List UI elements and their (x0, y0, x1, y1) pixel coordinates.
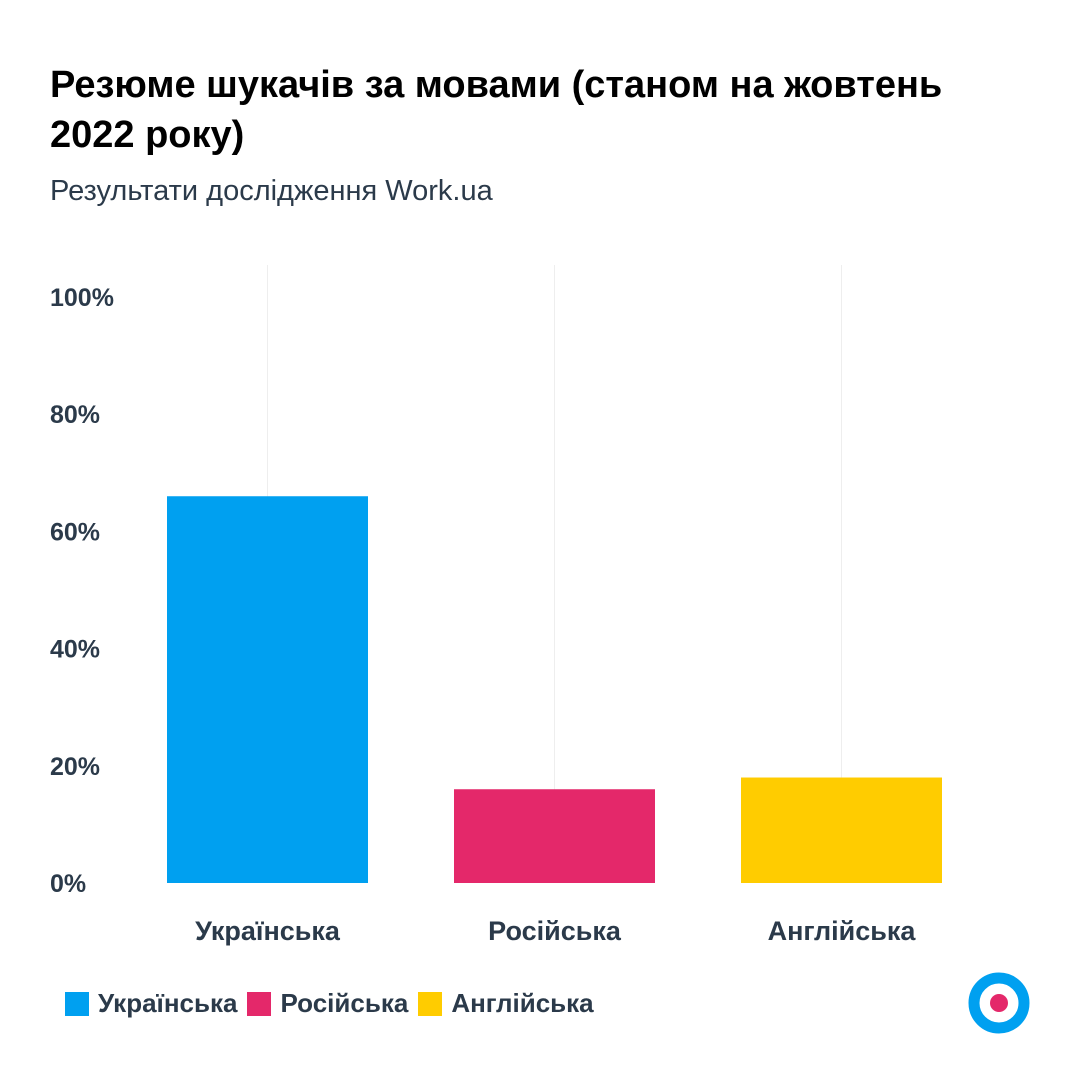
bar-0 (167, 496, 368, 883)
y-tick-label: 100% (50, 284, 114, 312)
legend-label-russian: Російська (280, 988, 409, 1018)
bar-2 (741, 777, 942, 883)
bar-chart: 0% 20% 40% 60% 80% 100% Українська Російська Ан… (50, 265, 942, 946)
work-ua-logo-icon (968, 972, 1030, 1034)
chart-title: Резюме шукачів за мовами (станом на жовт… (50, 64, 943, 156)
bar-1 (454, 789, 655, 883)
legend-item-ukrainian: Українська (65, 988, 237, 1019)
chart-subtitle: Результати дослідження Work.ua (50, 175, 493, 207)
y-axis-ticks: 0% 20% 40% 60% 80% 100% (50, 284, 114, 898)
y-tick-label: 0% (50, 870, 86, 898)
bars (167, 496, 942, 883)
y-tick-label: 80% (50, 401, 100, 429)
legend-swatch-russian (247, 991, 272, 1016)
legend-label-english: Англійська (451, 988, 594, 1018)
legend-swatch-english (418, 991, 443, 1016)
legend-label-ukrainian: Українська (98, 988, 238, 1018)
legend-item-russian: Російська (247, 988, 408, 1019)
legend: Українська Російська Англійська (65, 988, 604, 1019)
x-axis-ticks: Українська Російська Англійська (195, 916, 916, 946)
y-tick-label: 20% (50, 753, 100, 781)
legend-item-english: Англійська (418, 988, 594, 1019)
x-tick-label: Російська (488, 916, 622, 946)
x-tick-label: Англійська (768, 916, 917, 946)
y-tick-label: 60% (50, 518, 100, 546)
legend-swatch-ukrainian (65, 991, 89, 1016)
y-tick-label: 40% (50, 636, 100, 664)
x-tick-label: Українська (195, 916, 341, 946)
